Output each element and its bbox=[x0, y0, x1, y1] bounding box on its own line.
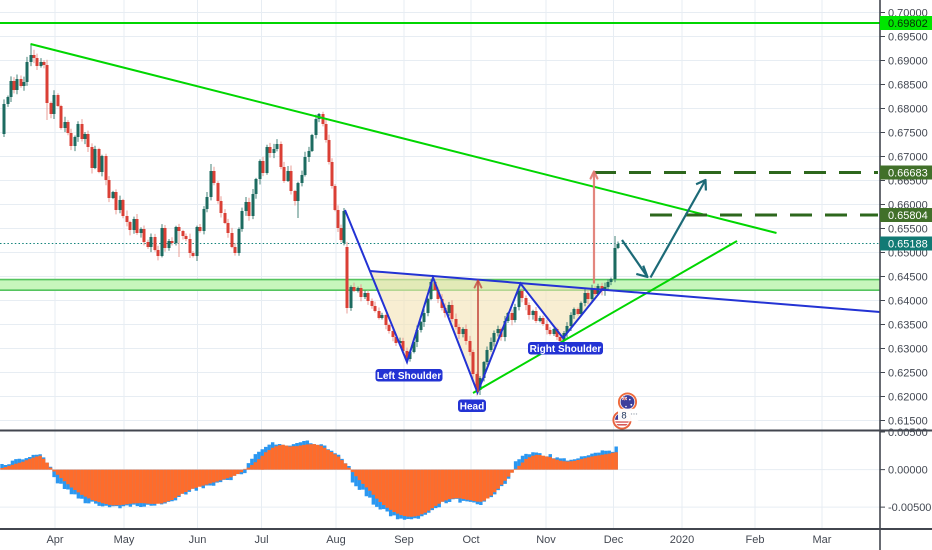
svg-text:0.61500: 0.61500 bbox=[888, 416, 928, 428]
svg-text:0.65188: 0.65188 bbox=[888, 239, 928, 251]
svg-text:Sep: Sep bbox=[394, 534, 414, 546]
svg-text:Right Shoulder: Right Shoulder bbox=[530, 344, 602, 355]
svg-text:Feb: Feb bbox=[746, 534, 765, 546]
svg-text:Nov: Nov bbox=[536, 534, 556, 546]
svg-text:0.62500: 0.62500 bbox=[888, 368, 928, 380]
svg-text:0.68000: 0.68000 bbox=[888, 104, 928, 116]
svg-text:8: 8 bbox=[621, 410, 626, 421]
svg-text:0.67000: 0.67000 bbox=[888, 152, 928, 164]
svg-text:Dec: Dec bbox=[604, 534, 624, 546]
svg-text:-0.00500: -0.00500 bbox=[888, 502, 931, 514]
svg-text:0.66683: 0.66683 bbox=[888, 168, 928, 180]
svg-text:Left Shoulder: Left Shoulder bbox=[377, 371, 442, 382]
svg-text:0.64000: 0.64000 bbox=[888, 296, 928, 308]
svg-text:Head: Head bbox=[460, 402, 484, 413]
svg-text:0.68500: 0.68500 bbox=[888, 80, 928, 92]
svg-text:0.65804: 0.65804 bbox=[888, 210, 928, 222]
svg-text:0.69000: 0.69000 bbox=[888, 56, 928, 68]
svg-text:Mar: Mar bbox=[813, 534, 832, 546]
svg-text:2020: 2020 bbox=[670, 534, 694, 546]
svg-text:Oct: Oct bbox=[462, 534, 479, 546]
svg-text:Aug: Aug bbox=[326, 534, 346, 546]
svg-text:Jun: Jun bbox=[189, 534, 207, 546]
svg-text:Jul: Jul bbox=[254, 534, 268, 546]
svg-text:0.62000: 0.62000 bbox=[888, 392, 928, 404]
svg-text:0.69802: 0.69802 bbox=[888, 18, 928, 30]
svg-text:0.00000: 0.00000 bbox=[888, 465, 928, 477]
svg-text:Apr: Apr bbox=[46, 534, 63, 546]
svg-text:0.00500: 0.00500 bbox=[888, 427, 928, 439]
svg-text:May: May bbox=[114, 534, 135, 546]
svg-text:0.64500: 0.64500 bbox=[888, 272, 928, 284]
svg-text:0.63500: 0.63500 bbox=[888, 320, 928, 332]
svg-text:0.65500: 0.65500 bbox=[888, 224, 928, 236]
svg-text:0.67500: 0.67500 bbox=[888, 128, 928, 140]
svg-text:0.63000: 0.63000 bbox=[888, 344, 928, 356]
svg-text:0.69500: 0.69500 bbox=[888, 32, 928, 44]
